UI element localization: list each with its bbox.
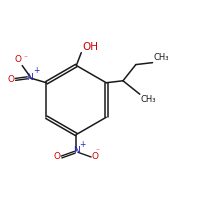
Text: O: O xyxy=(14,55,21,64)
Text: N: N xyxy=(26,73,33,82)
Text: CH₃: CH₃ xyxy=(153,53,169,62)
Text: O: O xyxy=(54,152,61,161)
Text: CH₃: CH₃ xyxy=(141,95,156,104)
Text: OH: OH xyxy=(82,42,98,52)
Text: +: + xyxy=(33,66,40,75)
Text: +: + xyxy=(79,140,86,149)
Text: ⁻: ⁻ xyxy=(24,53,28,62)
Text: N: N xyxy=(73,146,80,155)
Text: O: O xyxy=(92,152,99,161)
Text: O: O xyxy=(8,75,15,84)
Text: ⁻: ⁻ xyxy=(95,146,99,155)
